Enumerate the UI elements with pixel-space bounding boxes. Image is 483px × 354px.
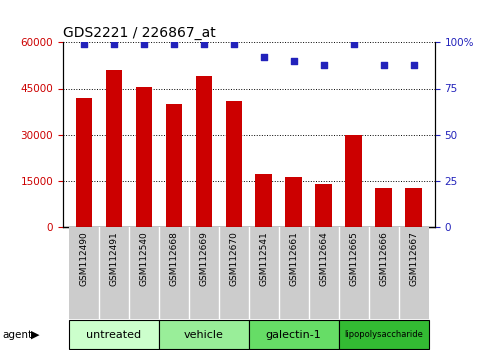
Bar (405, 188, 422, 227)
Point (170, 41, 178, 47)
Text: GSM112669: GSM112669 (199, 231, 208, 286)
Text: vehicle: vehicle (184, 330, 224, 339)
Text: GSM112661: GSM112661 (289, 231, 298, 286)
Bar (285, 177, 302, 227)
Bar (159, 320, 249, 349)
Bar (219, 227, 249, 319)
Text: GSM112540: GSM112540 (139, 231, 148, 286)
Text: GSM112668: GSM112668 (169, 231, 178, 286)
Point (290, 58, 298, 64)
Point (230, 41, 238, 47)
Text: GSM112666: GSM112666 (379, 231, 388, 286)
Bar (166, 104, 182, 227)
Point (260, 55, 268, 60)
Text: lipopolysaccharide: lipopolysaccharide (344, 330, 423, 339)
Bar (249, 320, 339, 349)
Bar (69, 320, 159, 349)
Text: GSM112490: GSM112490 (79, 231, 88, 286)
Bar (99, 227, 129, 319)
Point (140, 41, 148, 47)
Point (380, 62, 387, 67)
Point (320, 62, 327, 67)
Bar (256, 175, 272, 227)
Text: agent: agent (2, 330, 32, 339)
Bar (129, 227, 159, 319)
Bar (339, 320, 429, 349)
Bar (315, 184, 332, 227)
Bar (69, 227, 99, 319)
Text: GSM112664: GSM112664 (319, 231, 328, 286)
Point (350, 41, 357, 47)
Point (80, 41, 87, 47)
Point (410, 62, 418, 67)
Text: untreated: untreated (86, 330, 142, 339)
Bar (249, 227, 279, 319)
Bar (159, 227, 189, 319)
Bar (196, 76, 212, 227)
Bar (375, 188, 392, 227)
Bar (279, 227, 309, 319)
Bar (226, 101, 242, 227)
Bar (398, 227, 429, 319)
Text: GSM112667: GSM112667 (409, 231, 418, 286)
Text: GSM112541: GSM112541 (259, 231, 268, 286)
Bar (339, 227, 369, 319)
Bar (75, 98, 92, 227)
Text: GSM112491: GSM112491 (109, 231, 118, 286)
Point (110, 41, 118, 47)
Bar (189, 227, 219, 319)
Text: ▶: ▶ (30, 330, 39, 339)
Bar (136, 87, 152, 227)
Bar (345, 135, 362, 227)
Bar (369, 227, 398, 319)
Text: GDS2221 / 226867_at: GDS2221 / 226867_at (63, 26, 215, 40)
Text: GSM112665: GSM112665 (349, 231, 358, 286)
Text: galectin-1: galectin-1 (266, 330, 322, 339)
Bar (105, 70, 122, 227)
Bar (309, 227, 339, 319)
Point (200, 41, 208, 47)
Text: GSM112670: GSM112670 (229, 231, 238, 286)
